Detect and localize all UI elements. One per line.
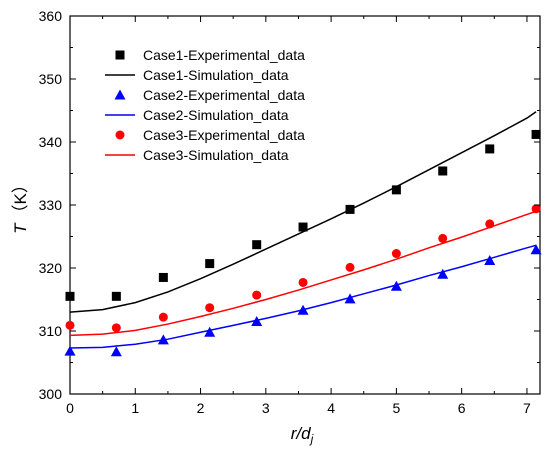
- data-point-case1-experimental-data: [391, 185, 401, 195]
- legend-swatch-case2-experimental-data: [114, 89, 126, 100]
- y-axis-title-unit: （K）: [11, 176, 30, 221]
- data-point-case1-experimental-data: [252, 240, 262, 250]
- data-point-case3-experimental-data: [65, 320, 75, 330]
- legend-label-case3-experimental-data: Case3-Experimental_data: [143, 127, 305, 143]
- legend-label-case1-experimental-data: Case1-Experimental_data: [143, 47, 305, 63]
- data-point-case3-experimental-data: [438, 233, 448, 243]
- x-tick-label-7: 7: [523, 400, 531, 416]
- data-point-case1-experimental-data: [531, 129, 541, 139]
- data-point-case1-experimental-data: [485, 144, 495, 154]
- data-point-case1-experimental-data: [111, 291, 121, 301]
- legend-label-case2-experimental-data: Case2-Experimental_data: [143, 87, 305, 103]
- legend-box: [98, 38, 334, 168]
- data-point-case3-experimental-data: [391, 249, 401, 259]
- axes-layer: 0 1 2 3 4 5 6 7 300 310 320 330 340 350 360: [39, 8, 540, 416]
- data-point-case3-experimental-data: [298, 277, 308, 287]
- x-tick-label-1: 1: [131, 400, 139, 416]
- data-point-case1-experimental-data: [298, 222, 308, 232]
- legend-swatch-case3-experimental-data: [115, 130, 125, 140]
- x-tick-label-2: 2: [197, 400, 205, 416]
- x-tick-label-5: 5: [392, 400, 400, 416]
- data-point-case1-experimental-data: [205, 259, 215, 269]
- legend-label-case2-simulation-data: Case2-Simulation_data: [143, 107, 289, 123]
- legend-label-case3-simulation-data: Case3-Simulation_data: [143, 147, 289, 163]
- data-point-case3-experimental-data: [531, 204, 541, 214]
- data-point-case1-experimental-data: [65, 291, 75, 301]
- y-tick-label-300: 300: [39, 386, 63, 402]
- legend-swatch-case1-experimental-data: [115, 50, 125, 60]
- series-line-case1-simulation-data: [69, 111, 537, 313]
- x-tick-label-3: 3: [262, 400, 270, 416]
- data-point-case2-experimental-data: [204, 326, 216, 337]
- x-tick-label-4: 4: [327, 400, 335, 416]
- data-point-case2-experimental-data: [530, 244, 542, 255]
- series-line-case3-simulation-data: [69, 210, 537, 337]
- y-tick-label-350: 350: [39, 71, 63, 87]
- data-point-case1-experimental-data: [438, 166, 448, 176]
- y-tick-label-340: 340: [39, 134, 63, 150]
- y-tick-label-320: 320: [39, 260, 63, 276]
- data-point-case2-experimental-data: [110, 346, 122, 357]
- series-case3-simulation-data: [69, 210, 537, 337]
- data-point-case2-experimental-data: [64, 345, 76, 356]
- series-case3-experimental-data: [65, 204, 541, 333]
- data-point-case2-experimental-data: [344, 293, 356, 304]
- legend: Case1-Experimental_data Case1-Simulation_…: [98, 38, 334, 168]
- legend-label-case1-simulation-data: Case1-Simulation_data: [143, 67, 289, 83]
- x-axis-title: r/dj: [291, 424, 314, 446]
- data-point-case2-experimental-data: [484, 254, 496, 265]
- series-case2-simulation-data: [69, 244, 537, 349]
- y-tick-label-330: 330: [39, 197, 63, 213]
- y-tick-label-360: 360: [39, 8, 63, 24]
- series-layer: [64, 111, 542, 357]
- x-axis-title-sub: j: [309, 432, 314, 446]
- series-line-case2-simulation-data: [69, 244, 537, 349]
- data-point-case1-experimental-data: [158, 272, 168, 282]
- data-point-case3-experimental-data: [158, 312, 168, 322]
- data-point-case2-experimental-data: [437, 268, 449, 279]
- x-tick-label-0: 0: [66, 400, 74, 416]
- series-case1-simulation-data: [69, 111, 537, 313]
- data-point-case3-experimental-data: [205, 303, 215, 313]
- y-axis-title: T（K）: [11, 176, 30, 234]
- data-point-case3-experimental-data: [111, 323, 121, 333]
- data-point-case3-experimental-data: [252, 290, 262, 300]
- y-tick-label-310: 310: [39, 323, 63, 339]
- data-point-case3-experimental-data: [345, 262, 355, 272]
- x-axis-title-main: r/d: [291, 424, 311, 443]
- x-tick-label-6: 6: [458, 400, 466, 416]
- y-axis-title-main: T: [11, 222, 30, 234]
